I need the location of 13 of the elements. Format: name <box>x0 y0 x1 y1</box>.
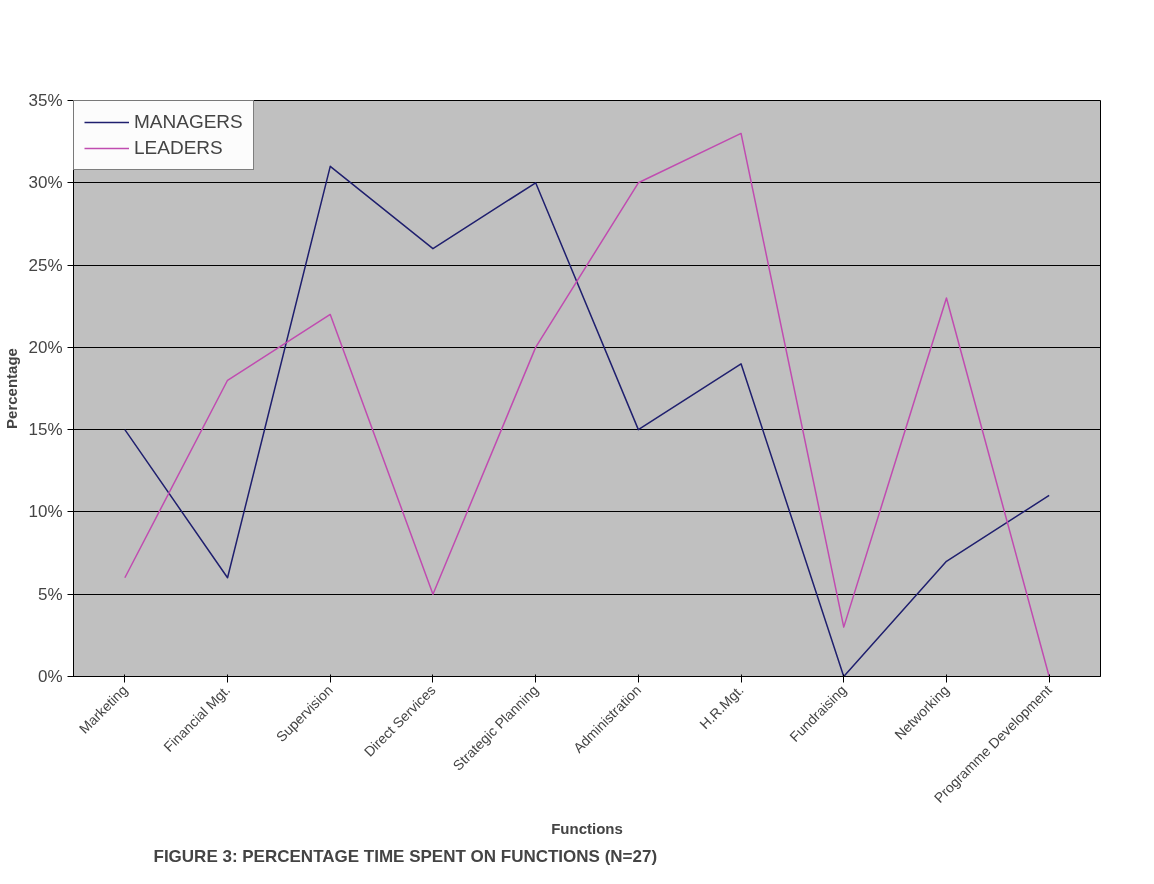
x-axis-title: Functions <box>551 819 623 837</box>
y-tick-label: 30% <box>28 173 63 193</box>
y-tick-label: 5% <box>37 584 63 604</box>
y-tick-label: 0% <box>37 667 63 686</box>
legend-label: LEADERS <box>134 137 223 159</box>
legend-label: MANAGERS <box>134 111 243 133</box>
y-tick-label: 20% <box>28 337 63 357</box>
text: FIGURE 3: PERCENTAGE TIME SPENT ON FUNCTIONS (N=27) <box>153 846 658 866</box>
y-tick-label: 10% <box>28 502 63 522</box>
y-tick-label: 15% <box>28 420 63 440</box>
y-axis-title: Percentage <box>3 348 21 429</box>
y-tick-label: 35% <box>28 91 63 110</box>
y-tick-label: 25% <box>28 255 63 275</box>
